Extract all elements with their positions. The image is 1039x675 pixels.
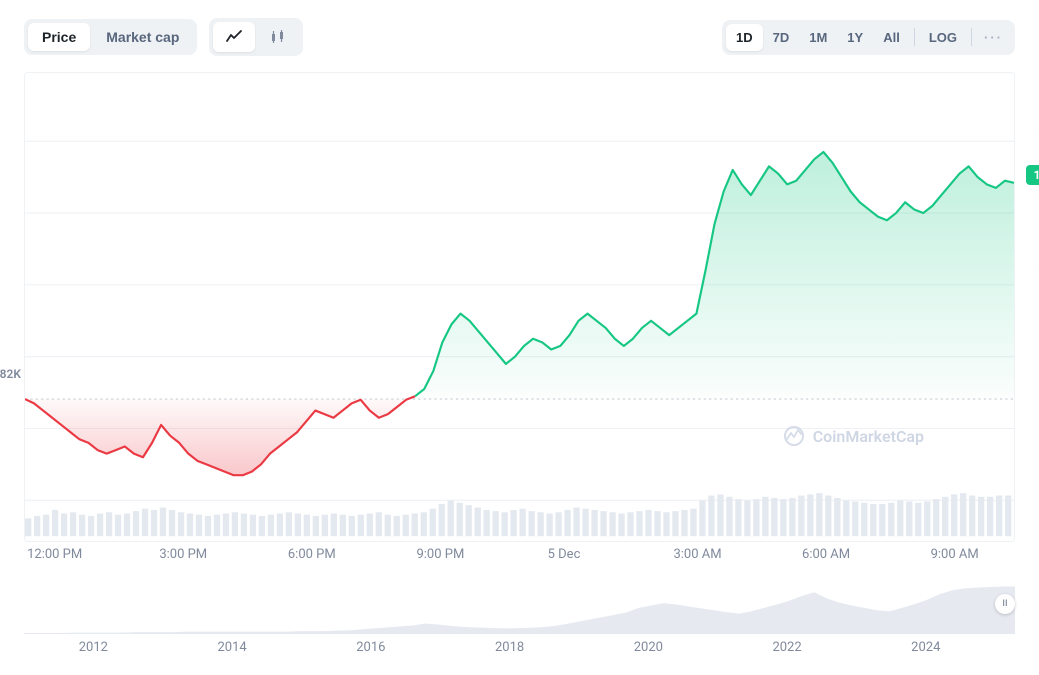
x-axis-labels: 12:00 PM 3:00 PM 6:00 PM 9:00 PM 5 Dec 3:00 A… — [25, 547, 1014, 567]
minimap-year-label: 2014 — [217, 640, 246, 655]
chart-type-group — [209, 18, 303, 56]
x-tick-label: 9:00 AM — [931, 547, 979, 562]
x-tick-label: 3:00 AM — [673, 547, 721, 562]
overview-minimap[interactable]: II 2012 2014 2016 2018 2020 2022 2024 — [24, 584, 1015, 662]
range-1m[interactable]: 1M — [799, 24, 837, 51]
minimap-year-label: 2020 — [634, 640, 663, 655]
toggle-log[interactable]: LOG — [919, 24, 967, 51]
current-price-badge: 102.84K — [1026, 165, 1039, 185]
start-price-label: 96.82K — [0, 367, 21, 381]
minimap-canvas — [24, 584, 1015, 634]
more-options-icon[interactable]: ··· — [976, 24, 1011, 51]
view-tab-group: Price Market cap — [24, 19, 197, 55]
range-all[interactable]: All — [873, 24, 910, 51]
minimap-year-label: 2016 — [356, 640, 385, 655]
chart-toolbar: Price Market cap 1D 7D 1M 1Y All LOG ··· — [0, 0, 1039, 66]
watermark-text: CoinMarketCap — [813, 427, 924, 446]
watermark: CoinMarketCap — [783, 425, 924, 447]
x-tick-label: 5 Dec — [548, 547, 581, 562]
chart-canvas — [25, 73, 1014, 579]
x-tick-label: 6:00 PM — [288, 547, 336, 562]
x-tick-label: 9:00 PM — [416, 547, 464, 562]
tab-market-cap[interactable]: Market cap — [92, 23, 193, 51]
x-tick-label: 12:00 PM — [27, 547, 82, 562]
range-1y[interactable]: 1Y — [837, 24, 873, 51]
pause-icon[interactable]: II — [995, 594, 1015, 614]
minimap-year-label: 2012 — [79, 640, 108, 655]
tab-price[interactable]: Price — [28, 23, 90, 51]
coinmarketcap-logo-icon — [783, 425, 805, 447]
minimap-year-labels: 2012 2014 2016 2018 2020 2022 2024 — [24, 640, 1015, 660]
time-range-group: 1D 7D 1M 1Y All LOG ··· — [722, 20, 1015, 55]
range-1d[interactable]: 1D — [726, 24, 763, 51]
candlestick-chart-icon[interactable] — [257, 22, 299, 52]
minimap-year-label: 2022 — [772, 640, 801, 655]
y-axis-labels: 94.00K96.00K98.00K100.00K102.00K104.00K — [1016, 73, 1039, 541]
x-tick-label: 6:00 AM — [802, 547, 850, 562]
divider — [914, 28, 915, 46]
x-tick-label: 3:00 PM — [159, 547, 207, 562]
divider — [971, 28, 972, 46]
price-chart[interactable]: 94.00K96.00K98.00K100.00K102.00K104.00K … — [24, 72, 1015, 542]
minimap-year-label: 2018 — [495, 640, 524, 655]
range-7d[interactable]: 7D — [763, 24, 800, 51]
minimap-year-label: 2024 — [911, 640, 940, 655]
line-chart-icon[interactable] — [213, 22, 255, 52]
